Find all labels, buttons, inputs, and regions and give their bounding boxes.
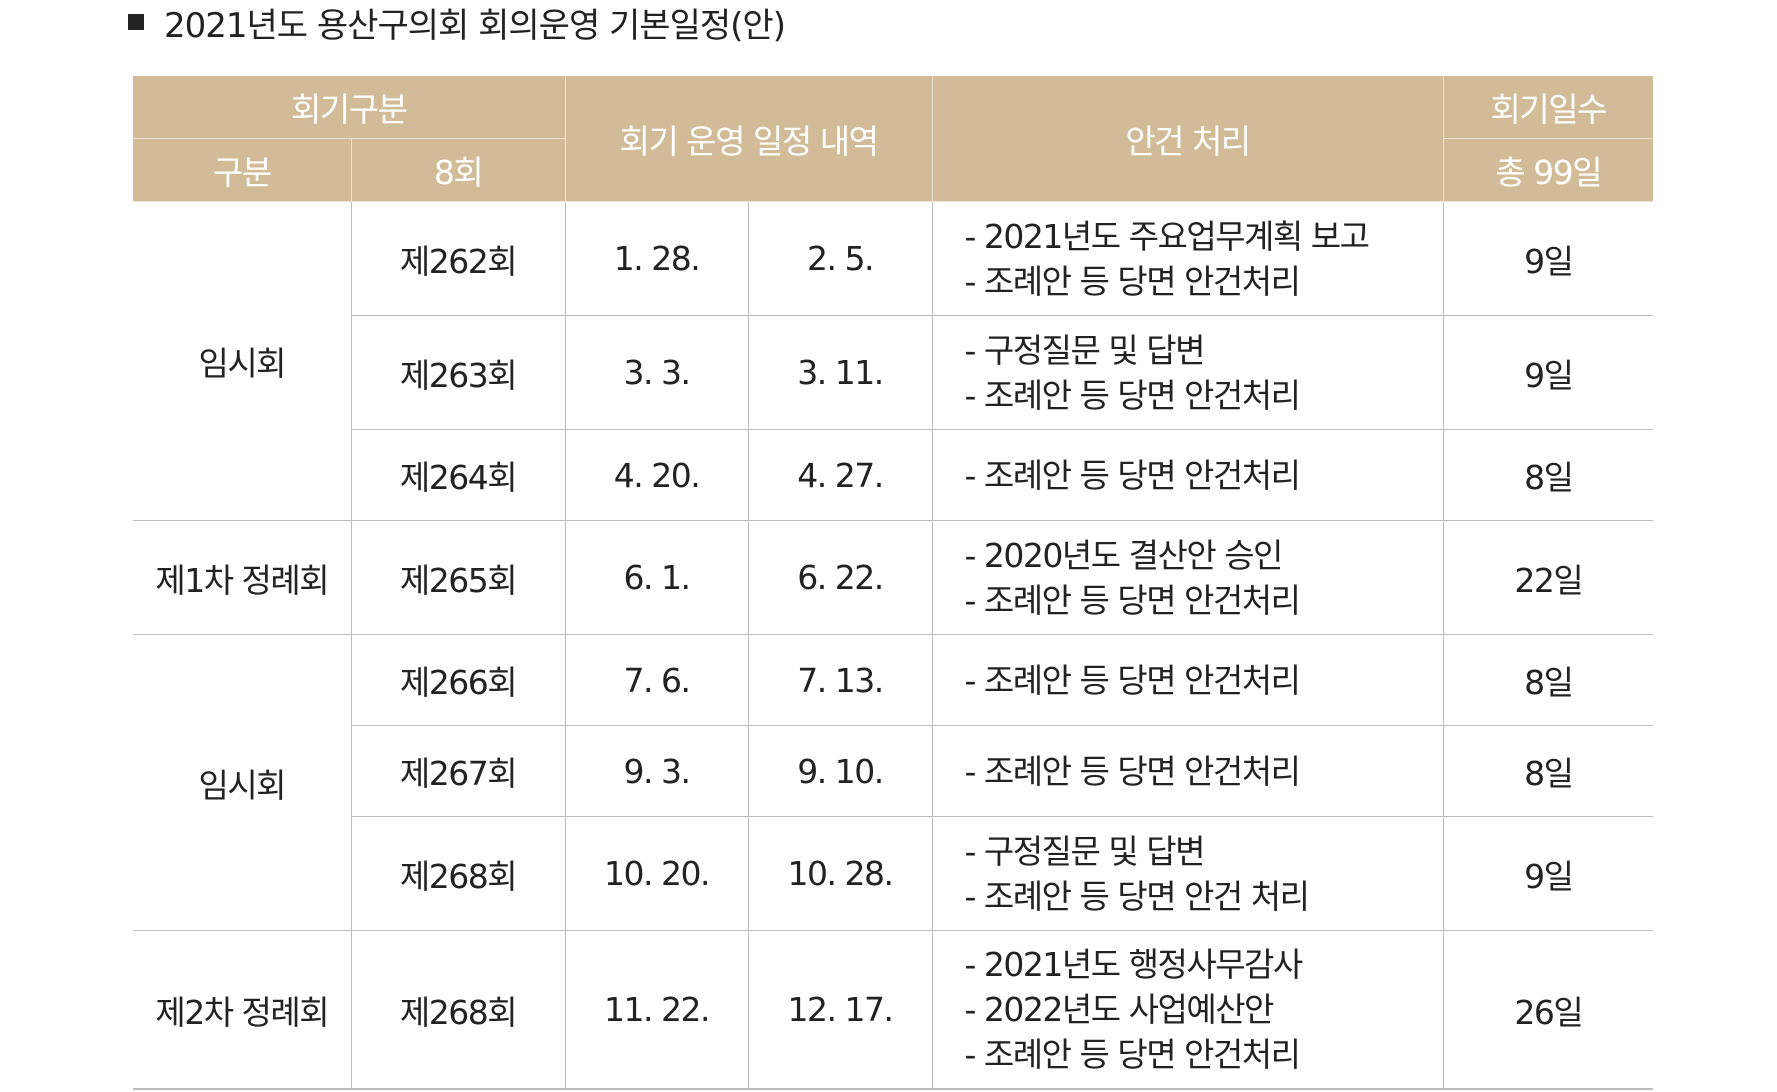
agenda-line: - 2022년도 사업예산안 [964, 990, 1275, 1029]
start-date-cell: 3. 3. [564, 315, 749, 430]
header-category: 구분 [133, 138, 352, 202]
header-count: 8회 [350, 138, 566, 202]
agenda-line: - 조례안 등 당면 안건처리 [964, 751, 1301, 791]
header-days: 회기일수 [1442, 76, 1654, 139]
agenda-line: - 조례안 등 당면 안건처리 [964, 455, 1301, 495]
agenda-line: - 2021년도 행정사무감사 [964, 945, 1304, 984]
end-date-cell: 7. 13. [747, 634, 933, 726]
session-cell: 제263회 [351, 315, 566, 430]
start-date-cell: 1. 28. [564, 201, 749, 316]
header-schedule: 회기 운영 일정 내역 [564, 76, 933, 202]
end-date-cell: 2. 5. [747, 201, 933, 316]
table-row: 제263회 3. 3. 3. 11. - 구정질문 및 답변 - 조례안 등 당… [133, 315, 1654, 430]
start-date-cell: 6. 1. [564, 520, 749, 635]
end-date-cell: 4. 27. [747, 429, 933, 521]
table-row: 임시회 제266회 7. 6. 7. 13. - 조례안 등 당면 안건처리 8… [133, 634, 1654, 931]
session-cell: 제268회 [350, 930, 566, 1090]
agenda-line: - 조례안 등 당면 안건처리 [964, 375, 1301, 415]
agenda-line: - 조례안 등 당면 안건처리 [964, 1035, 1301, 1074]
session-cell: 제264회 [351, 429, 566, 521]
agenda-cell: - 2020년도 결산안 승인 - 조례안 등 당면 안건처리 [931, 520, 1444, 635]
agenda-cell: - 2021년도 행정사무감사 - 2022년도 사업예산안 - 조례안 등 당… [931, 930, 1444, 1090]
start-date-cell: 9. 3. [564, 725, 749, 817]
agenda-line: - 구정질문 및 답변 [964, 831, 1206, 871]
agenda-line: - 구정질문 및 답변 [964, 330, 1206, 370]
table-row: 제268회 10. 20. 10. 28. - 구정질문 및 답변 - 조례안 … [133, 816, 1654, 931]
table-body: 임시회 제262회 1. 28. 2. 5. - 2021년도 주요업무계획 보… [133, 201, 1654, 1090]
days-cell: 9일 [1442, 201, 1654, 316]
document-title: 2021년도 용산구의회 회의운영 기본일정(안) [128, 0, 786, 46]
agenda-cell: - 조례안 등 당면 안건처리 [931, 725, 1444, 817]
days-cell: 9일 [1442, 816, 1654, 931]
table-row: 제264회 4. 20. 4. 27. - 조례안 등 당면 안건처리 8일 [133, 429, 1654, 521]
end-date-cell: 3. 11. [747, 315, 933, 430]
agenda-line: - 조례안 등 당면 안건처리 [964, 660, 1301, 700]
agenda-cell: - 조례안 등 당면 안건처리 [931, 429, 1444, 521]
header-total-days: 총 99일 [1442, 138, 1654, 202]
table-row: 임시회 제262회 1. 28. 2. 5. - 2021년도 주요업무계획 보… [133, 201, 1654, 521]
group-label: 제1차 정례회 [133, 520, 352, 635]
agenda-line: - 2020년도 결산안 승인 [964, 535, 1284, 575]
days-cell: 22일 [1442, 520, 1654, 635]
square-bullet-icon [128, 14, 144, 30]
title-text: 2021년도 용산구의회 회의운영 기본일정(안) [164, 5, 786, 46]
start-date-cell: 10. 20. [564, 816, 749, 931]
end-date-cell: 12. 17. [747, 930, 933, 1090]
table-header: 회기구분 회기 운영 일정 내역 안건 처리 회기일수 구분 8회 총 99일 [133, 76, 1654, 202]
header-agenda: 안건 처리 [931, 76, 1444, 202]
days-cell: 8일 [1442, 429, 1654, 521]
session-cell: 제268회 [351, 816, 566, 931]
agenda-line: - 조례안 등 당면 안건처리 [964, 580, 1301, 620]
session-cell: 제266회 [350, 634, 566, 726]
schedule-table: 회기구분 회기 운영 일정 내역 안건 처리 회기일수 구분 8회 총 99일 … [133, 76, 1654, 1090]
end-date-cell: 10. 28. [747, 816, 933, 931]
agenda-line: - 2021년도 주요업무계획 보고 [964, 216, 1370, 256]
end-date-cell: 6. 22. [747, 520, 933, 635]
agenda-line: - 조례안 등 당면 안건 처리 [964, 876, 1310, 916]
start-date-cell: 11. 22. [564, 930, 749, 1090]
start-date-cell: 7. 6. [564, 634, 749, 726]
table-row: 제2차 정례회 제268회 11. 22. 12. 17. - 2021년도 행… [133, 930, 1654, 1090]
end-date-cell: 9. 10. [747, 725, 933, 817]
group-label: 임시회 [133, 201, 352, 521]
session-cell: 제262회 [350, 201, 566, 316]
group-label: 임시회 [133, 634, 352, 931]
days-cell: 8일 [1442, 725, 1654, 817]
group-label: 제2차 정례회 [133, 930, 352, 1090]
agenda-line: - 조례안 등 당면 안건처리 [964, 261, 1301, 301]
agenda-cell: - 구정질문 및 답변 - 조례안 등 당면 안건처리 [931, 315, 1444, 430]
header-session-type: 회기구분 [133, 76, 566, 139]
days-cell: 26일 [1442, 930, 1654, 1090]
table-row: 제267회 9. 3. 9. 10. - 조례안 등 당면 안건처리 8일 [133, 725, 1654, 817]
agenda-cell: - 구정질문 및 답변 - 조례안 등 당면 안건 처리 [931, 816, 1444, 931]
start-date-cell: 4. 20. [564, 429, 749, 521]
agenda-cell: - 조례안 등 당면 안건처리 [931, 634, 1444, 726]
days-cell: 9일 [1442, 315, 1654, 430]
days-cell: 8일 [1442, 634, 1654, 726]
session-cell: 제267회 [351, 725, 566, 817]
agenda-cell: - 2021년도 주요업무계획 보고 - 조례안 등 당면 안건처리 [931, 201, 1444, 316]
table-row: 제1차 정례회 제265회 6. 1. 6. 22. - 2020년도 결산안 … [133, 520, 1654, 635]
session-cell: 제265회 [350, 520, 566, 635]
